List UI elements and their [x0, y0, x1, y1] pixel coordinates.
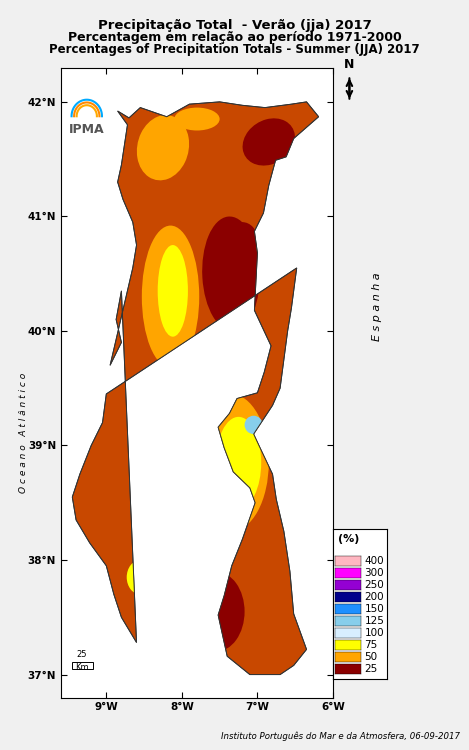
Text: 75: 75 [364, 640, 378, 650]
Ellipse shape [216, 417, 261, 509]
Polygon shape [61, 68, 333, 698]
Ellipse shape [182, 130, 227, 176]
Ellipse shape [242, 118, 295, 166]
Text: Precipitação Total  - Verão (jja) 2017: Precipitação Total - Verão (jja) 2017 [98, 20, 371, 32]
Ellipse shape [193, 394, 269, 532]
Text: 150: 150 [364, 604, 384, 614]
Ellipse shape [148, 382, 231, 508]
Text: 200: 200 [364, 592, 384, 602]
Text: (%): (%) [338, 534, 359, 544]
Ellipse shape [168, 382, 196, 417]
Text: Percentages of Precipitation Totals - Summer (JJA) 2017: Percentages of Precipitation Totals - Su… [49, 43, 420, 56]
Ellipse shape [167, 644, 197, 671]
Bar [72, 662, 93, 669]
Text: 400: 400 [364, 556, 384, 566]
Text: N: N [344, 58, 355, 71]
Text: 100: 100 [364, 628, 384, 638]
Text: 25: 25 [77, 650, 87, 658]
Ellipse shape [244, 416, 263, 434]
Text: IPMA: IPMA [69, 123, 105, 136]
Ellipse shape [171, 411, 223, 491]
Ellipse shape [159, 631, 219, 672]
Ellipse shape [135, 512, 198, 608]
Ellipse shape [142, 226, 199, 368]
Ellipse shape [227, 222, 257, 256]
Ellipse shape [202, 217, 260, 331]
Text: 50: 50 [364, 652, 378, 662]
Text: Km: Km [76, 663, 89, 672]
Polygon shape [72, 102, 318, 674]
Text: 300: 300 [364, 568, 384, 578]
Text: 250: 250 [364, 580, 384, 590]
Polygon shape [61, 68, 333, 698]
Ellipse shape [127, 560, 154, 595]
Text: 125: 125 [364, 616, 384, 626]
Text: 25: 25 [364, 664, 378, 674]
Ellipse shape [137, 115, 189, 180]
Ellipse shape [158, 245, 188, 337]
Ellipse shape [156, 396, 189, 460]
Ellipse shape [174, 107, 219, 130]
Ellipse shape [187, 572, 245, 652]
Text: Instituto Português do Mar e da Atmosfera, 06-09-2017: Instituto Português do Mar e da Atmosfer… [220, 731, 460, 741]
Text: Percentagem em relação ao período 1971-2000: Percentagem em relação ao período 1971-2… [68, 32, 401, 44]
Text: O c e a n o   A t l â n t i c o: O c e a n o A t l â n t i c o [19, 373, 28, 493]
Text: E s p a n h a: E s p a n h a [372, 272, 382, 341]
